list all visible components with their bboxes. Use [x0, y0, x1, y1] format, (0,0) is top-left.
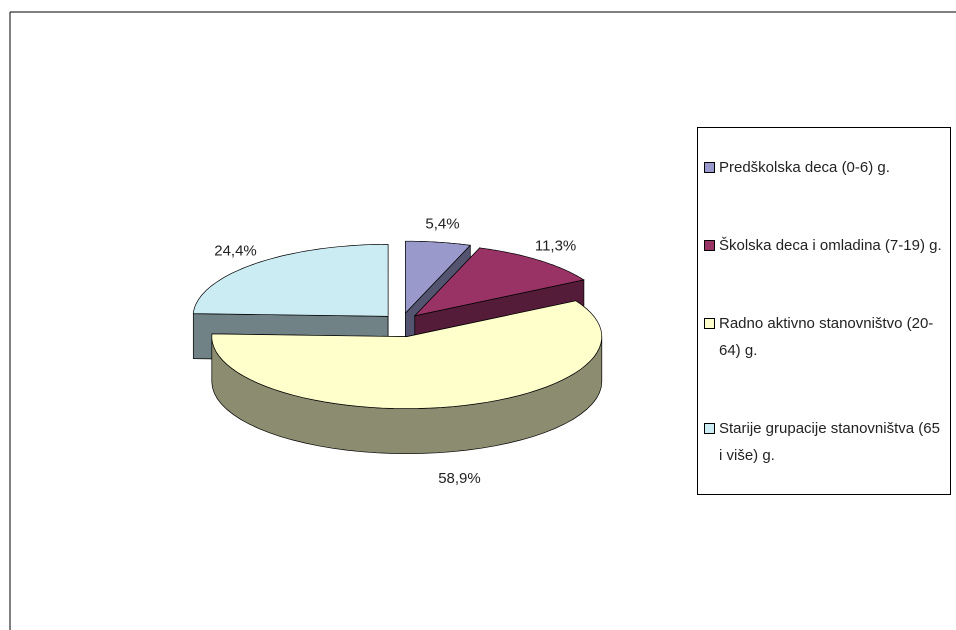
- legend: Predškolska deca (0-6) g. Školska deca i …: [697, 127, 951, 495]
- data-label: 24,4%: [214, 242, 257, 259]
- legend-swatch: [704, 161, 715, 173]
- legend-label: Školska deca i omladina (7-19) g.: [719, 236, 942, 254]
- legend-label: Starije grupacije stanovništva (65 i viš…: [719, 419, 940, 464]
- slice: [413, 247, 585, 317]
- data-label: 5,4%: [425, 215, 459, 232]
- legend-swatch: [704, 239, 715, 251]
- data-label: 11,3%: [535, 238, 576, 255]
- legend-entry: Radno aktivno stanovništvo (20-64) g.: [704, 310, 944, 364]
- legend-swatch: [704, 317, 715, 329]
- slice: [192, 244, 389, 317]
- legend-entry: Školska deca i omladina (7-19) g.: [704, 232, 944, 259]
- slice: [211, 300, 603, 409]
- slice: [405, 240, 472, 315]
- legend-swatch: [704, 422, 715, 434]
- legend-entry: Predškolska deca (0-6) g.: [704, 154, 944, 181]
- legend-label: Radno aktivno stanovništvo (20-64) g.: [719, 314, 934, 359]
- legend-label: Predškolska deca (0-6) g.: [719, 158, 890, 176]
- legend-entry: Starije grupacije stanovništva (65 i viš…: [704, 415, 944, 469]
- data-label: 58,9%: [438, 470, 481, 487]
